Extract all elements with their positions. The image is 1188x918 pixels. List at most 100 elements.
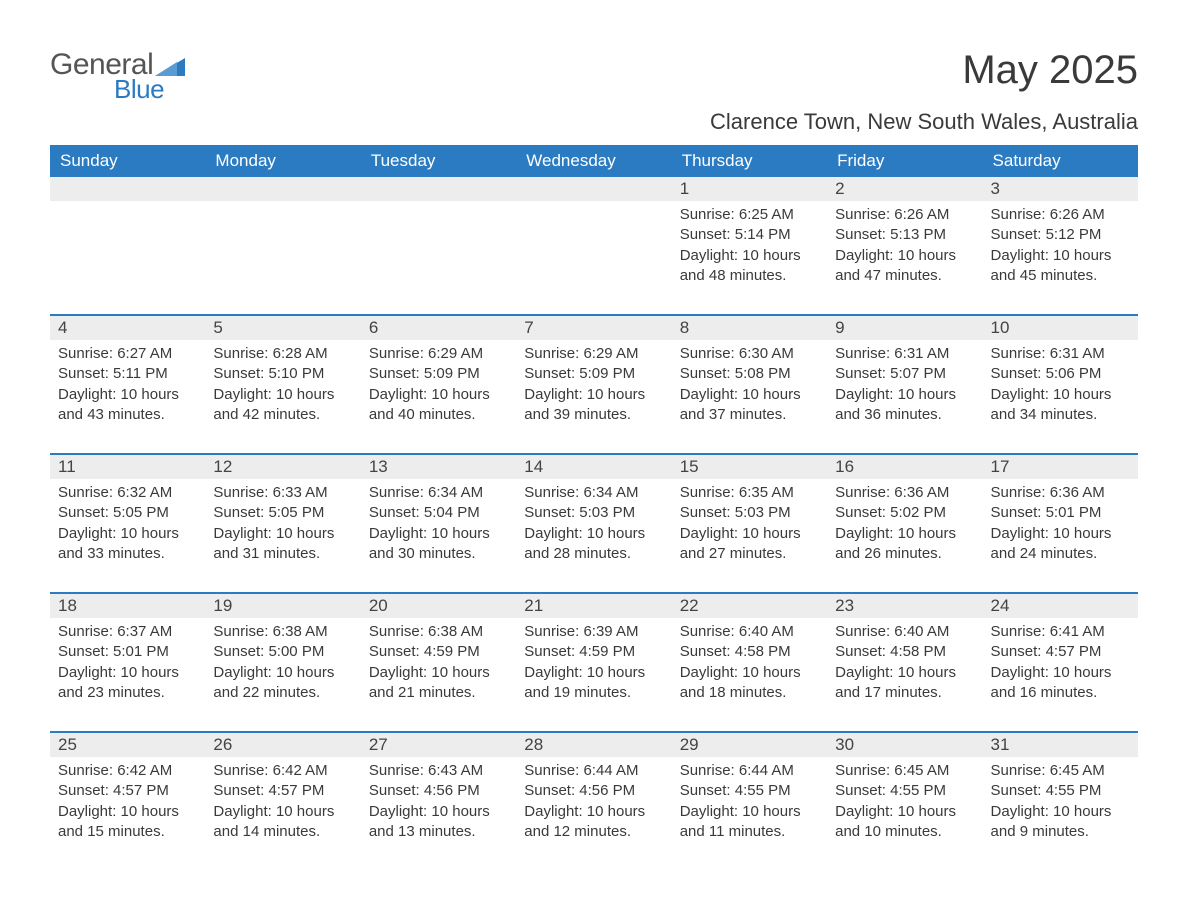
header: General Blue May 2025 [50, 48, 1138, 105]
day-body: Sunrise: 6:34 AMSunset: 5:04 PMDaylight:… [361, 479, 516, 592]
calendar-week-row: 11Sunrise: 6:32 AMSunset: 5:05 PMDayligh… [50, 453, 1138, 592]
sunrise-line: Sunrise: 6:32 AM [58, 483, 197, 503]
day-header: Tuesday [361, 145, 516, 177]
daylight-line: Daylight: 10 hours and 28 minutes. [524, 524, 663, 565]
calendar-day-cell: 16Sunrise: 6:36 AMSunset: 5:02 PMDayligh… [827, 453, 982, 592]
sunset-line: Sunset: 5:00 PM [213, 642, 352, 662]
sunrise-line: Sunrise: 6:45 AM [991, 761, 1130, 781]
day-body [50, 201, 205, 253]
sunrise-line: Sunrise: 6:31 AM [835, 344, 974, 364]
daylight-line: Daylight: 10 hours and 30 minutes. [369, 524, 508, 565]
daylight-line: Daylight: 10 hours and 42 minutes. [213, 385, 352, 426]
sunrise-line: Sunrise: 6:27 AM [58, 344, 197, 364]
day-body: Sunrise: 6:44 AMSunset: 4:56 PMDaylight:… [516, 757, 671, 870]
sunset-line: Sunset: 4:56 PM [524, 781, 663, 801]
sunset-line: Sunset: 5:12 PM [991, 225, 1130, 245]
day-header: Wednesday [516, 145, 671, 177]
sunset-line: Sunset: 5:07 PM [835, 364, 974, 384]
sunset-line: Sunset: 5:01 PM [991, 503, 1130, 523]
calendar-day-cell: 21Sunrise: 6:39 AMSunset: 4:59 PMDayligh… [516, 592, 671, 731]
calendar-day-cell: 23Sunrise: 6:40 AMSunset: 4:58 PMDayligh… [827, 592, 982, 731]
daylight-line: Daylight: 10 hours and 16 minutes. [991, 663, 1130, 704]
day-number: 13 [361, 453, 516, 479]
sunrise-line: Sunrise: 6:38 AM [213, 622, 352, 642]
day-number: 19 [205, 592, 360, 618]
sunset-line: Sunset: 5:05 PM [213, 503, 352, 523]
sunrise-line: Sunrise: 6:44 AM [524, 761, 663, 781]
daylight-line: Daylight: 10 hours and 34 minutes. [991, 385, 1130, 426]
day-body: Sunrise: 6:29 AMSunset: 5:09 PMDaylight:… [516, 340, 671, 453]
calendar-day-cell: 24Sunrise: 6:41 AMSunset: 4:57 PMDayligh… [983, 592, 1138, 731]
sunrise-line: Sunrise: 6:36 AM [835, 483, 974, 503]
day-number: 9 [827, 314, 982, 340]
sunset-line: Sunset: 5:14 PM [680, 225, 819, 245]
daylight-line: Daylight: 10 hours and 18 minutes. [680, 663, 819, 704]
sunrise-line: Sunrise: 6:26 AM [991, 205, 1130, 225]
sunset-line: Sunset: 5:02 PM [835, 503, 974, 523]
day-body: Sunrise: 6:28 AMSunset: 5:10 PMDaylight:… [205, 340, 360, 453]
sunset-line: Sunset: 5:09 PM [369, 364, 508, 384]
sunrise-line: Sunrise: 6:29 AM [524, 344, 663, 364]
sunset-line: Sunset: 4:57 PM [991, 642, 1130, 662]
sunset-line: Sunset: 5:09 PM [524, 364, 663, 384]
day-body: Sunrise: 6:26 AMSunset: 5:13 PMDaylight:… [827, 201, 982, 314]
day-body: Sunrise: 6:40 AMSunset: 4:58 PMDaylight:… [827, 618, 982, 731]
daylight-line: Daylight: 10 hours and 45 minutes. [991, 246, 1130, 287]
day-number: 25 [50, 731, 205, 757]
sunset-line: Sunset: 4:56 PM [369, 781, 508, 801]
day-number: 8 [672, 314, 827, 340]
sunrise-line: Sunrise: 6:44 AM [680, 761, 819, 781]
day-body: Sunrise: 6:32 AMSunset: 5:05 PMDaylight:… [50, 479, 205, 592]
day-number: 2 [827, 177, 982, 201]
daylight-line: Daylight: 10 hours and 13 minutes. [369, 802, 508, 843]
day-body: Sunrise: 6:36 AMSunset: 5:02 PMDaylight:… [827, 479, 982, 592]
day-body: Sunrise: 6:31 AMSunset: 5:07 PMDaylight:… [827, 340, 982, 453]
daylight-line: Daylight: 10 hours and 22 minutes. [213, 663, 352, 704]
day-number: 24 [983, 592, 1138, 618]
day-header: Sunday [50, 145, 205, 177]
daylight-line: Daylight: 10 hours and 48 minutes. [680, 246, 819, 287]
day-number: 17 [983, 453, 1138, 479]
sunrise-line: Sunrise: 6:26 AM [835, 205, 974, 225]
day-body: Sunrise: 6:27 AMSunset: 5:11 PMDaylight:… [50, 340, 205, 453]
sunset-line: Sunset: 4:55 PM [835, 781, 974, 801]
sunset-line: Sunset: 4:59 PM [369, 642, 508, 662]
day-body: Sunrise: 6:34 AMSunset: 5:03 PMDaylight:… [516, 479, 671, 592]
day-body: Sunrise: 6:39 AMSunset: 4:59 PMDaylight:… [516, 618, 671, 731]
calendar-day-cell: 9Sunrise: 6:31 AMSunset: 5:07 PMDaylight… [827, 314, 982, 453]
day-body [361, 201, 516, 253]
page-title: May 2025 [962, 48, 1138, 93]
sunrise-line: Sunrise: 6:33 AM [213, 483, 352, 503]
day-body: Sunrise: 6:44 AMSunset: 4:55 PMDaylight:… [672, 757, 827, 870]
sunrise-line: Sunrise: 6:42 AM [213, 761, 352, 781]
day-number: 23 [827, 592, 982, 618]
day-number [361, 177, 516, 201]
day-number: 10 [983, 314, 1138, 340]
sunset-line: Sunset: 4:58 PM [680, 642, 819, 662]
daylight-line: Daylight: 10 hours and 36 minutes. [835, 385, 974, 426]
day-body: Sunrise: 6:40 AMSunset: 4:58 PMDaylight:… [672, 618, 827, 731]
calendar-day-cell: 25Sunrise: 6:42 AMSunset: 4:57 PMDayligh… [50, 731, 205, 870]
calendar-day-cell: 17Sunrise: 6:36 AMSunset: 5:01 PMDayligh… [983, 453, 1138, 592]
calendar-table: SundayMondayTuesdayWednesdayThursdayFrid… [50, 145, 1138, 870]
day-number: 29 [672, 731, 827, 757]
calendar-day-cell: 6Sunrise: 6:29 AMSunset: 5:09 PMDaylight… [361, 314, 516, 453]
day-body: Sunrise: 6:31 AMSunset: 5:06 PMDaylight:… [983, 340, 1138, 453]
logo: General Blue [50, 48, 185, 105]
daylight-line: Daylight: 10 hours and 24 minutes. [991, 524, 1130, 565]
daylight-line: Daylight: 10 hours and 19 minutes. [524, 663, 663, 704]
day-header-row: SundayMondayTuesdayWednesdayThursdayFrid… [50, 145, 1138, 177]
day-number: 18 [50, 592, 205, 618]
sunset-line: Sunset: 5:03 PM [524, 503, 663, 523]
sunrise-line: Sunrise: 6:38 AM [369, 622, 508, 642]
sunrise-line: Sunrise: 6:42 AM [58, 761, 197, 781]
day-body: Sunrise: 6:42 AMSunset: 4:57 PMDaylight:… [205, 757, 360, 870]
calendar-day-cell: 12Sunrise: 6:33 AMSunset: 5:05 PMDayligh… [205, 453, 360, 592]
sunset-line: Sunset: 5:03 PM [680, 503, 819, 523]
day-body: Sunrise: 6:41 AMSunset: 4:57 PMDaylight:… [983, 618, 1138, 731]
day-number: 3 [983, 177, 1138, 201]
sunset-line: Sunset: 4:59 PM [524, 642, 663, 662]
calendar-day-cell: 4Sunrise: 6:27 AMSunset: 5:11 PMDaylight… [50, 314, 205, 453]
sunset-line: Sunset: 5:06 PM [991, 364, 1130, 384]
day-body: Sunrise: 6:33 AMSunset: 5:05 PMDaylight:… [205, 479, 360, 592]
